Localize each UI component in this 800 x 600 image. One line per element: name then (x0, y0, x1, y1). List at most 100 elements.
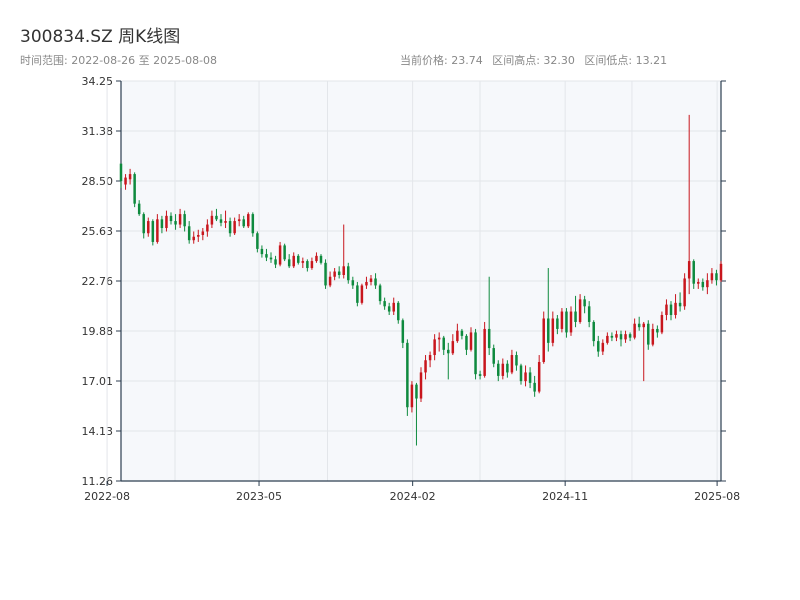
candle-body (597, 341, 600, 352)
candle-body (256, 233, 259, 249)
candle-body (524, 372, 527, 382)
candle-body (642, 323, 645, 328)
x-tick-label: 2022-08 (84, 490, 130, 503)
candle-body (292, 255, 295, 267)
candle-body (619, 334, 623, 340)
candle-body (465, 335, 468, 350)
candle-body (428, 355, 432, 361)
candle-body (151, 221, 155, 242)
candle-body (410, 384, 414, 408)
candle-body (297, 255, 300, 263)
candle-body (469, 332, 473, 350)
candle-body (706, 280, 709, 288)
candle-body (583, 299, 586, 307)
candle-body (510, 355, 514, 373)
candle-body (192, 236, 195, 241)
candle-body (587, 306, 591, 322)
y-tick-label: 31.38 (82, 125, 114, 138)
candle-body (710, 273, 714, 281)
price-stats: 当前价格: 23.74 区间高点: 32.30 区间低点: 13.21 (400, 52, 673, 68)
candle-body (337, 271, 341, 275)
candle-body (392, 302, 395, 312)
candle-body (601, 342, 605, 352)
candle-body (651, 328, 655, 345)
candle-body (492, 348, 495, 364)
candle-body (547, 318, 550, 343)
candle-body (306, 261, 309, 269)
candle-body (433, 339, 436, 356)
candle-body (419, 372, 423, 399)
candle-body (637, 323, 641, 328)
candle-body (283, 245, 286, 260)
candle-body (460, 330, 464, 336)
candle-body (174, 221, 177, 225)
candle-body (669, 304, 673, 316)
candle-body (333, 271, 336, 277)
candle-body (451, 341, 455, 354)
candle-body (592, 321, 595, 342)
candle-body (274, 259, 277, 265)
candle-body (701, 281, 705, 288)
x-tick-label: 2023-05 (236, 490, 282, 503)
candle-body (347, 266, 350, 281)
candle-body (624, 334, 627, 340)
candle-body (715, 273, 718, 281)
candle-body (501, 363, 505, 376)
candle-body (665, 304, 668, 316)
candle-body (356, 285, 359, 303)
candle-body (219, 219, 223, 223)
y-tick-label: 22.76 (82, 275, 114, 288)
candle-body (183, 214, 186, 227)
candle-body (578, 299, 582, 322)
candle-body (319, 255, 323, 263)
candle-body (210, 215, 214, 225)
candle-body (560, 311, 564, 329)
candle-body (687, 261, 691, 279)
candle-body (565, 311, 568, 333)
candle-body (401, 320, 405, 343)
candle-body (442, 337, 445, 350)
candle-body (265, 254, 268, 258)
candle-body (215, 215, 218, 220)
candle-body (474, 332, 477, 375)
candle-body (369, 278, 373, 282)
candle-body (251, 214, 255, 234)
candle-body (415, 384, 418, 399)
candle-body (497, 363, 500, 376)
candle-body (374, 278, 377, 286)
candle-body (674, 302, 677, 316)
candle-body (515, 355, 518, 366)
candle-body (697, 281, 700, 284)
candle-body (269, 257, 273, 260)
candle-body (628, 334, 632, 338)
candle-body (606, 335, 609, 343)
y-tick-label: 34.25 (82, 75, 114, 88)
period-low-label: 区间低点: 13.21 (584, 54, 668, 67)
candle-body (569, 311, 573, 333)
candle-body (137, 203, 141, 215)
candle-body (574, 311, 577, 322)
candle-body (201, 231, 205, 235)
candle-body (301, 261, 305, 263)
candle-body (647, 323, 650, 345)
candle-body (478, 374, 482, 376)
candle-body (178, 214, 182, 225)
candle-body (528, 372, 532, 383)
candle-body (351, 280, 355, 286)
candle-body (278, 245, 282, 265)
candle-body (287, 259, 291, 267)
candle-body (169, 215, 173, 222)
candle-body (483, 328, 486, 376)
candle-body (237, 219, 241, 222)
candle-body (128, 174, 132, 180)
x-tick-label: 2024-02 (390, 490, 436, 503)
candle-body (487, 328, 491, 349)
candle-body (365, 281, 368, 286)
candle-body (315, 255, 318, 262)
candle-body (456, 330, 459, 342)
x-tick-label: 2025-08 (694, 490, 740, 503)
candle-body (719, 263, 723, 281)
candle-body (533, 382, 536, 392)
candle-body (551, 318, 555, 343)
